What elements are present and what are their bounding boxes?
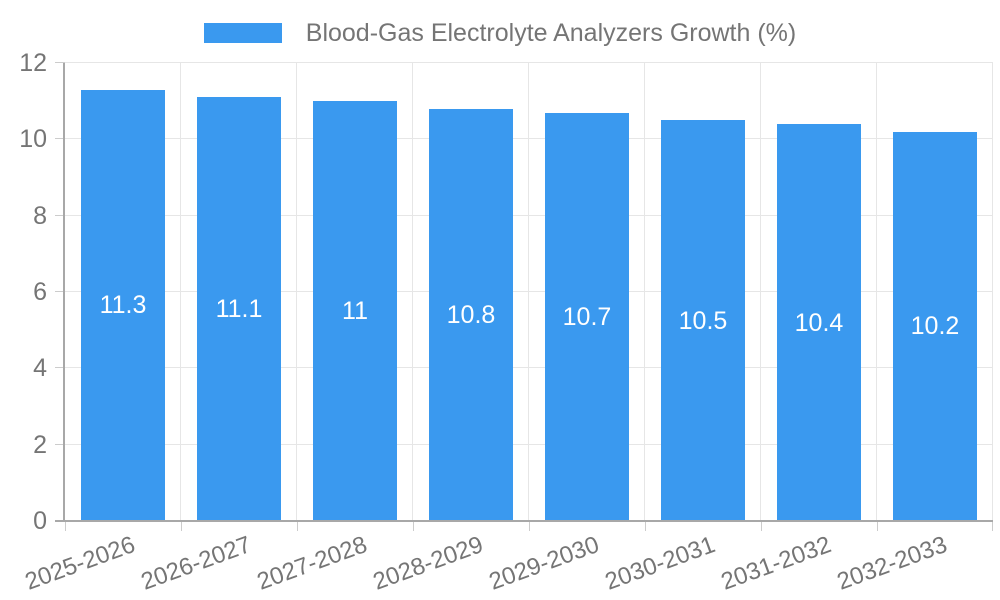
bar-value-label: 11.1 — [215, 295, 263, 324]
y-axis-line — [63, 63, 65, 521]
bar[interactable]: 10.2 — [893, 131, 977, 521]
y-tick-mark — [55, 291, 65, 292]
v-gridline — [412, 63, 413, 521]
y-tick-mark — [55, 367, 65, 369]
y-tick-label: 2 — [33, 430, 47, 459]
bar-value-label: 11 — [342, 297, 368, 326]
v-gridline — [992, 63, 993, 521]
x-tick-label: 2026-2027 — [137, 531, 255, 596]
legend-label: Blood-Gas Electrolyte Analyzers Growth (… — [305, 19, 797, 47]
bar[interactable]: 11.1 — [197, 97, 281, 521]
h-gridline — [65, 291, 993, 292]
y-tick-label: 10 — [19, 125, 47, 154]
y-tick-mark — [55, 138, 65, 140]
x-tick-label: 2029-2030 — [485, 531, 603, 596]
bar[interactable]: 10.8 — [429, 108, 513, 521]
x-tick-label: 2027-2028 — [253, 531, 371, 596]
x-tick-mark — [877, 521, 878, 531]
x-tick-label: 2031-2032 — [717, 531, 835, 596]
h-gridline — [65, 443, 993, 445]
bar-value-label: 11.3 — [99, 291, 147, 320]
bar-value-label: 10.5 — [678, 306, 728, 335]
x-tick-mark — [761, 521, 762, 531]
legend-swatch-icon — [203, 23, 282, 43]
y-tick-mark — [55, 62, 65, 63]
x-tick-mark — [992, 521, 993, 531]
legend[interactable]: Blood-Gas Electrolyte Analyzers Growth (… — [0, 15, 1000, 51]
v-gridline — [876, 63, 877, 521]
bar-value-label: 10.4 — [794, 308, 844, 337]
y-tick-label: 0 — [33, 507, 47, 535]
x-axis-line — [55, 520, 993, 522]
bar[interactable]: 11.3 — [81, 89, 165, 521]
x-tick-mark — [181, 521, 182, 531]
bar[interactable]: 10.5 — [661, 120, 745, 521]
x-tick-mark — [645, 521, 646, 531]
x-tick-mark — [65, 521, 66, 531]
v-gridline — [180, 63, 181, 521]
v-gridline — [760, 63, 761, 521]
x-tick-label: 2025-2026 — [21, 531, 139, 596]
v-gridline — [528, 63, 529, 521]
x-tick-label: 2028-2029 — [369, 531, 487, 596]
bar-value-label: 10.8 — [446, 300, 496, 329]
h-gridline — [65, 367, 993, 369]
x-tick-label: 2032-2033 — [833, 531, 951, 596]
plot-area: 0 2 4 6 8 10 12 11.3 2025-2026 11.1 2026-2027 11 202… — [19, 50, 993, 596]
y-tick-label: 4 — [33, 354, 47, 383]
bar[interactable]: 10.4 — [777, 124, 861, 521]
h-gridline — [65, 62, 993, 63]
y-tick-mark — [55, 443, 65, 445]
h-gridline — [65, 138, 993, 140]
v-gridline — [644, 63, 645, 521]
x-tick-mark — [413, 521, 414, 531]
bar-value-label: 10.7 — [562, 302, 612, 331]
y-tick-label: 12 — [19, 49, 47, 77]
y-tick-label: 6 — [33, 278, 47, 306]
y-tick-label: 8 — [33, 201, 47, 230]
x-tick-mark — [529, 521, 530, 531]
x-tick-label: 2030-2031 — [601, 531, 719, 596]
h-gridline — [65, 214, 993, 216]
y-tick-mark — [55, 214, 65, 216]
bar[interactable]: 11 — [313, 101, 397, 521]
bar[interactable]: 10.7 — [545, 112, 629, 521]
bar-value-label: 10.2 — [910, 312, 960, 341]
x-tick-mark — [297, 521, 298, 531]
v-gridline — [296, 63, 297, 521]
